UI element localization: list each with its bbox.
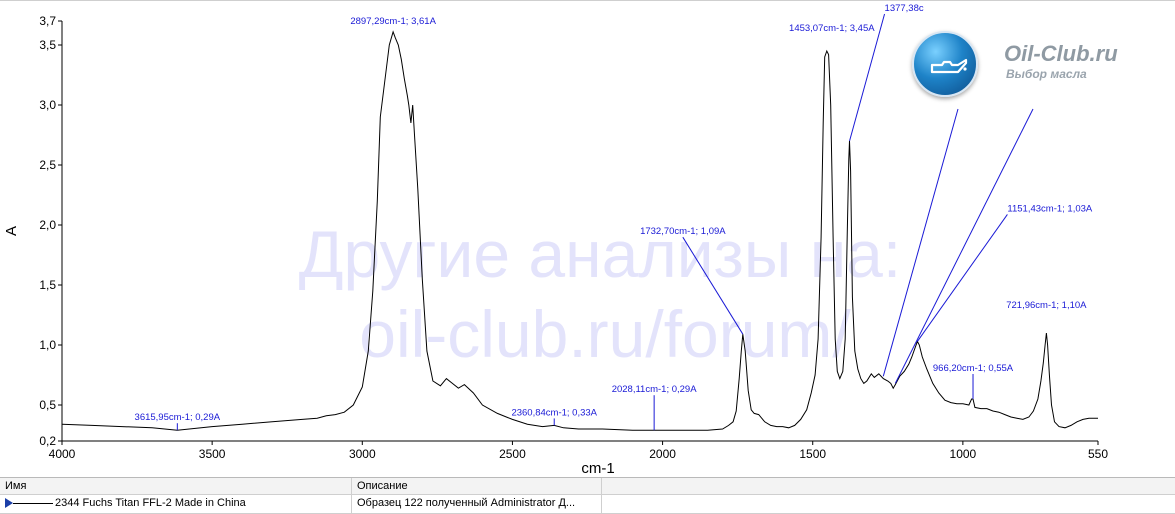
x-tick-label: 2000: [649, 447, 676, 461]
y-tick-label: 0,2: [39, 434, 56, 448]
y-tick-label: 3,5: [39, 38, 56, 52]
logo-title: Oil-Club.ru: [1004, 41, 1118, 66]
peak-annotations: 2897,29cm-1; 3,61A 3615,95cm-1; 0,29A 2360…: [135, 3, 1093, 431]
column-header-extra: [602, 478, 1175, 494]
peak-annotation-label: 1151,43cm-1; 1,03A: [1007, 203, 1093, 214]
peak-annotation-label: 721,96cm-1; 1,10A: [1006, 300, 1087, 311]
x-tick-label: 1500: [799, 447, 826, 461]
watermark: Другие анализы на: oil-club.ru/forum/: [299, 217, 901, 371]
annotation-leader: [916, 214, 1008, 342]
series-line-marker-icon: [5, 498, 53, 509]
table-row[interactable]: 2344 Fuchs Titan FFL-2 Made in China Обр…: [0, 495, 1175, 514]
x-tick-label: 3500: [199, 447, 226, 461]
ir-spectrum-chart: Другие анализы на: oil-club.ru/forum/ 40…: [3, 3, 1108, 477]
y-tick-label: 3,7: [39, 14, 56, 28]
y-tick-label: 2,0: [39, 218, 56, 232]
sample-name-text: 2344 Fuchs Titan FFL-2 Made in China: [55, 497, 246, 509]
oil-club-logo: Oil-Club.ru Выбор масла: [912, 31, 1172, 101]
peak-annotation-label: 1453,07cm-1; 3,45A: [789, 23, 875, 34]
oil-can-logo-badge: [912, 31, 978, 97]
sample-grid-header: Имя Описание: [0, 477, 1175, 495]
spectrum-line[interactable]: [61, 30, 1098, 431]
y-tick-label: 3,0: [39, 98, 56, 112]
y-tick-label: 1,5: [39, 278, 56, 292]
axes: [61, 21, 1098, 442]
x-tick-label: 2500: [499, 447, 526, 461]
annotation-leader: [849, 13, 886, 142]
oil-can-icon: [930, 58, 968, 74]
sample-description-cell[interactable]: Образец 122 полученный Administrator Д..…: [352, 495, 602, 513]
column-header-name[interactable]: Имя: [0, 478, 352, 494]
watermark-line-2: oil-club.ru/forum/: [359, 297, 851, 371]
watermark-line-1: Другие анализы на:: [299, 217, 901, 291]
sample-extra-cell: [602, 495, 1175, 513]
x-axis-title: cm-1: [581, 460, 614, 477]
peak-annotation-label: 2360,84cm-1; 0,33A: [511, 407, 597, 418]
y-tick-label: 0,5: [39, 398, 56, 412]
peak-annotation-label: 1732,70cm-1; 1,09A: [640, 226, 726, 237]
peak-annotation-label: 3615,95cm-1; 0,29A: [135, 412, 221, 423]
x-tick-label: 550: [1088, 447, 1108, 461]
y-axis-title: A: [3, 226, 20, 236]
y-tick-label: 1,0: [39, 338, 56, 352]
y-tick-label: 2,5: [39, 158, 56, 172]
logo-subtitle: Выбор масла: [1006, 67, 1087, 81]
sample-name-cell[interactable]: 2344 Fuchs Titan FFL-2 Made in China: [0, 495, 352, 513]
peak-annotation-label: 2897,29cm-1; 3,61A: [350, 16, 436, 27]
annotation-leader: [682, 236, 744, 335]
peak-annotation-label: 1377,38c: [885, 3, 924, 14]
x-tick-label: 4000: [49, 447, 76, 461]
x-tick-label: 1000: [950, 447, 977, 461]
peak-annotation-label: 966,20cm-1; 0,55A: [933, 363, 1014, 374]
annotation-leader: [882, 108, 959, 377]
column-header-description[interactable]: Описание: [352, 478, 602, 494]
peak-annotation-label: 2028,11cm-1; 0,29A: [612, 384, 698, 395]
x-tick-label: 3000: [349, 447, 376, 461]
annotation-leader: [894, 108, 1034, 384]
axis-ticks: 4000 3500 3000 2500 2000 1500 1000 550 0,2 0,5 1,0…: [39, 14, 1108, 461]
